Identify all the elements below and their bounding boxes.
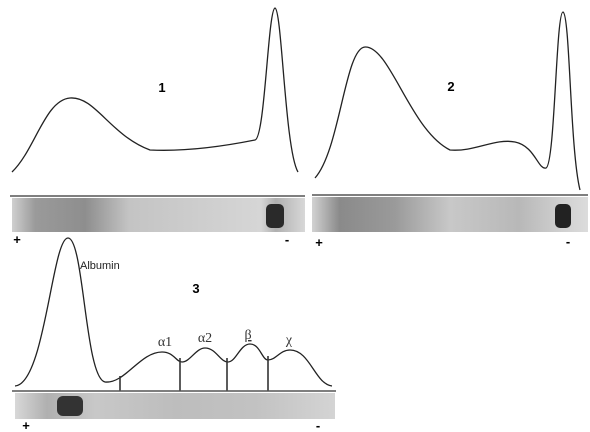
panel-3: 3 + - Albumin α1 α2 β χ: [12, 237, 336, 432]
gel-band: [266, 204, 284, 228]
panel-1: 1 + -: [10, 7, 305, 247]
cathode-sign: -: [566, 234, 570, 249]
gel-band: [555, 204, 571, 228]
anode-sign: +: [13, 232, 21, 247]
gel-strip: [312, 197, 588, 232]
panel-2: 2 + -: [312, 11, 588, 250]
anode-sign: +: [315, 235, 323, 250]
anode-sign: +: [22, 418, 30, 432]
panel-label: 1: [158, 80, 165, 95]
cathode-sign: -: [285, 232, 289, 247]
gel-band: [57, 396, 83, 416]
curve: [11, 7, 299, 173]
gel-strip: [12, 198, 305, 232]
panel-label: 2: [447, 79, 454, 94]
cathode-sign: -: [316, 418, 320, 432]
fraction-label: χ: [285, 333, 293, 348]
fraction-label: Albumin: [80, 260, 120, 272]
curve: [314, 11, 581, 191]
fraction-label: α2: [198, 331, 212, 346]
panel-label: 3: [192, 281, 199, 296]
fraction-label: β: [244, 328, 251, 343]
fraction-label: α1: [158, 335, 172, 350]
curve: [14, 237, 333, 387]
